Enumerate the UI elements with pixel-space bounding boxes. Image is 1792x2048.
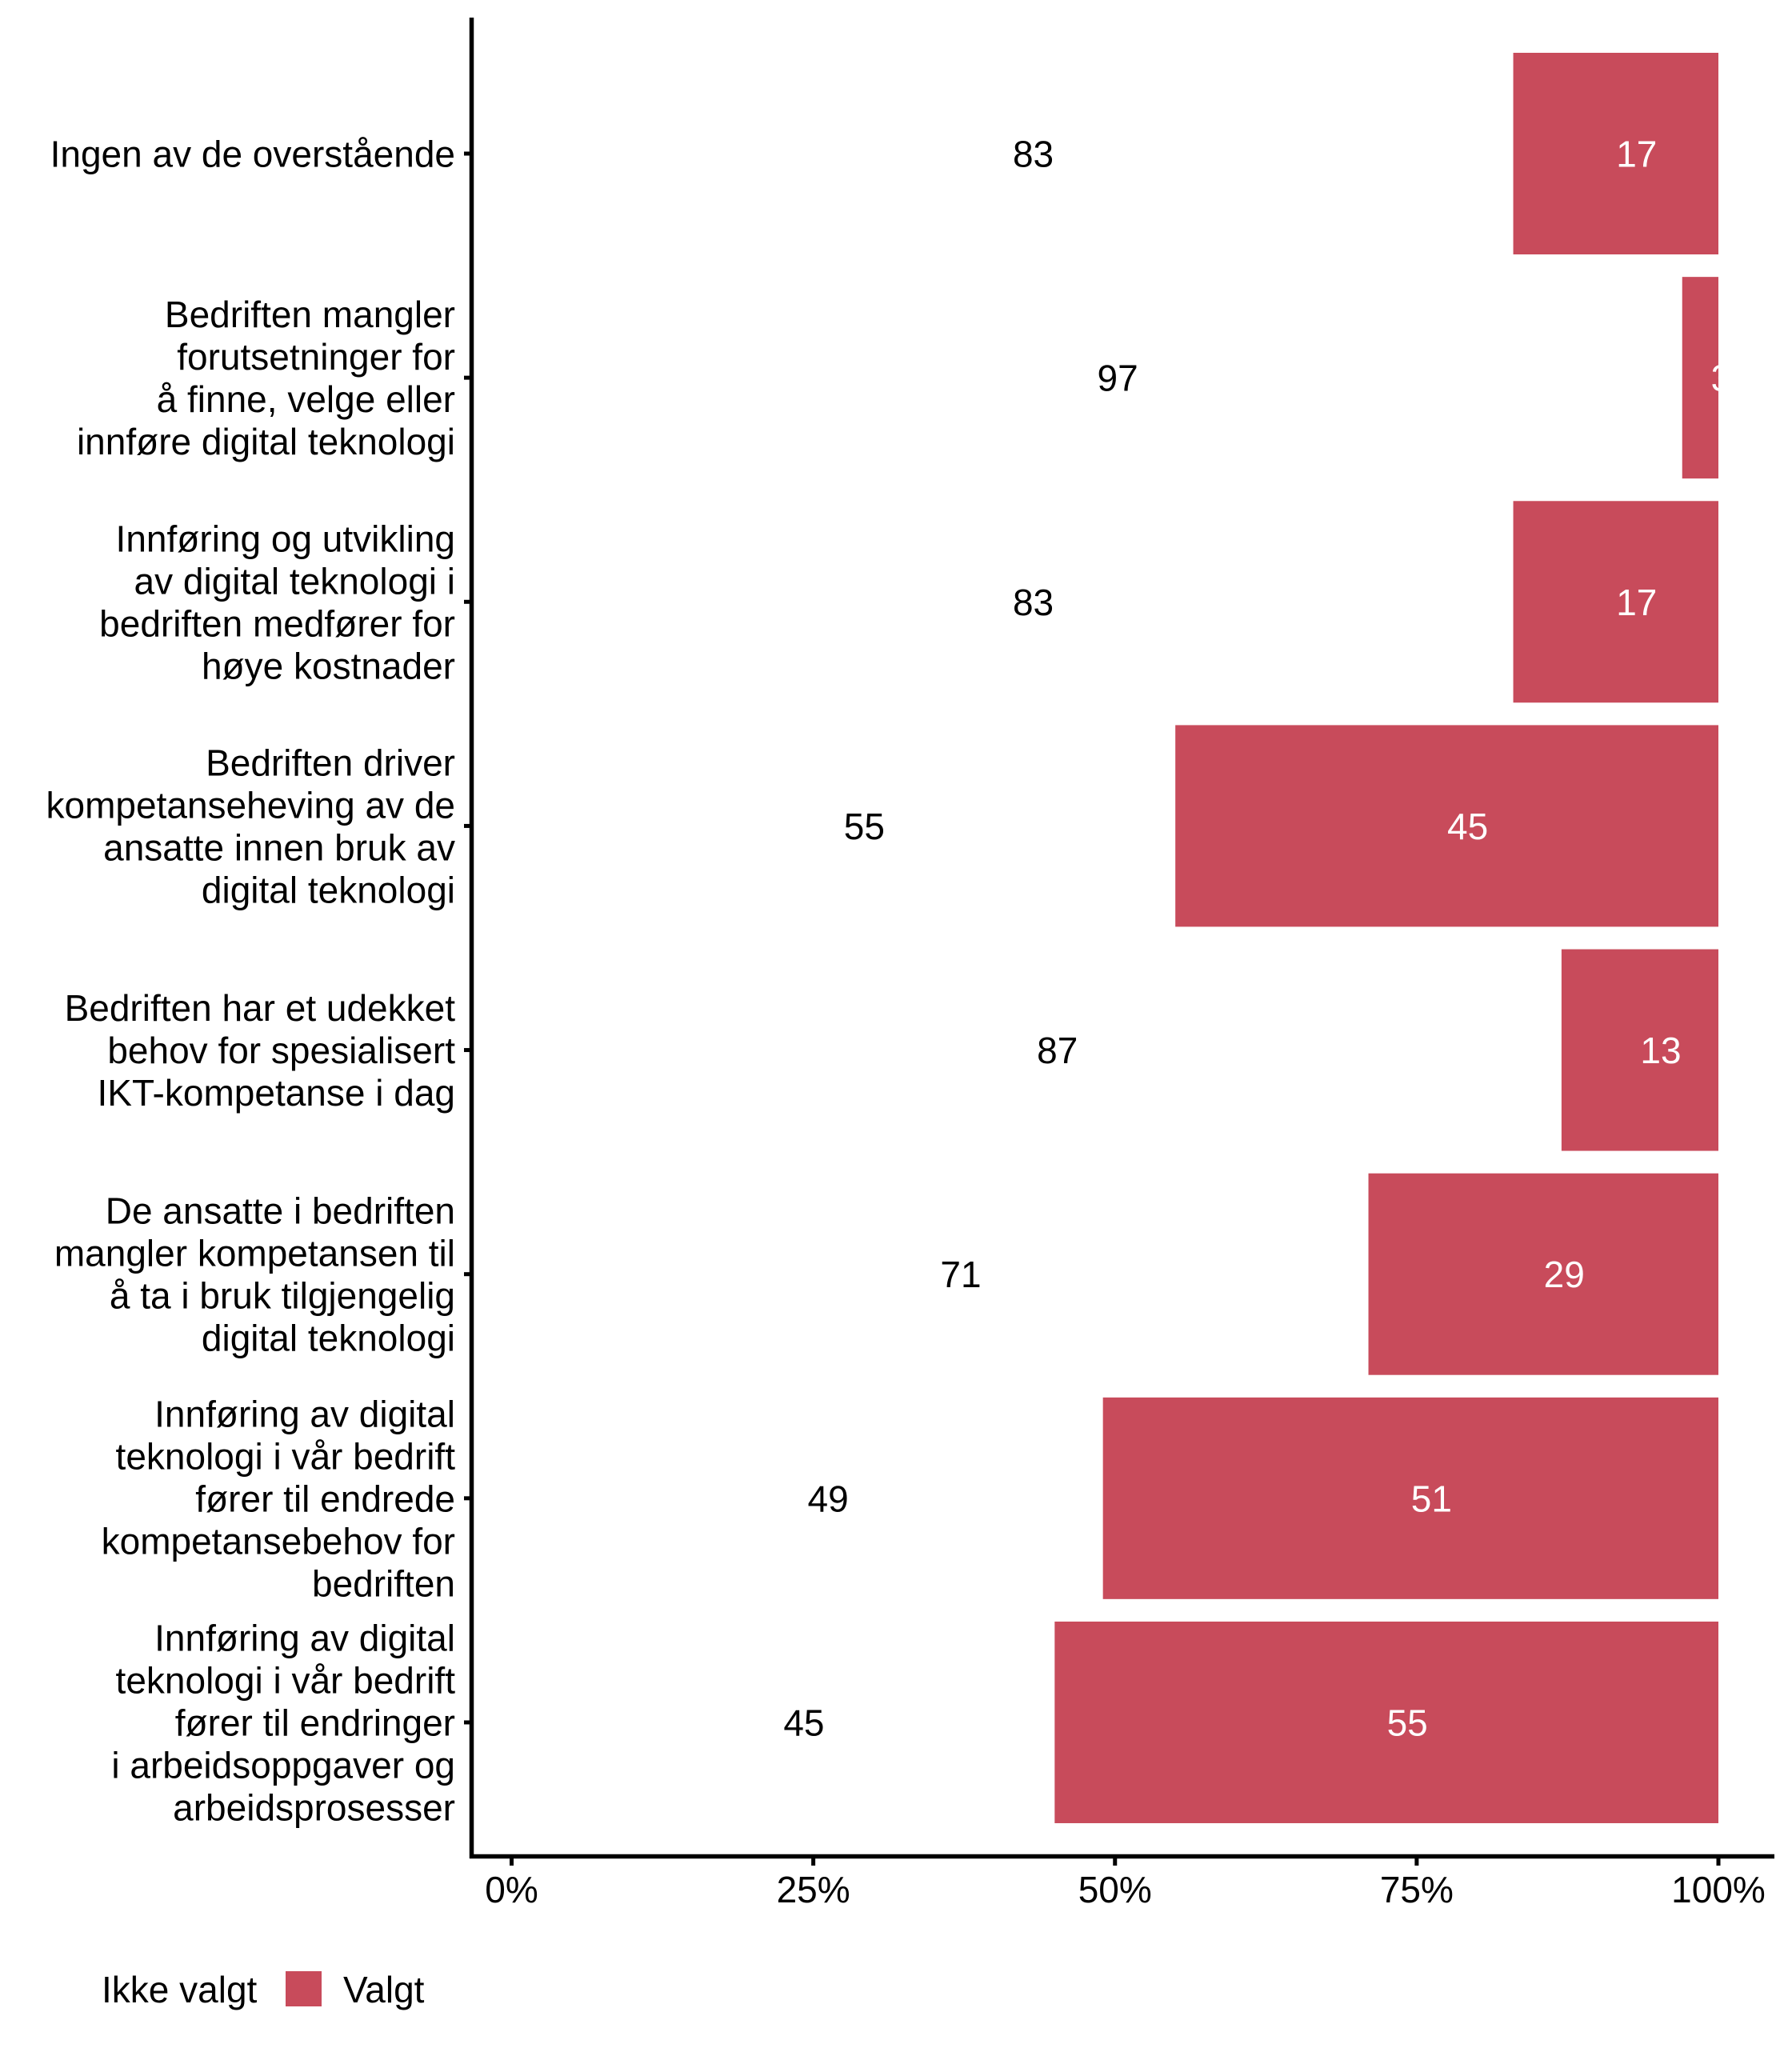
legend: Ikke valgt Valgt — [102, 1969, 425, 2010]
category-label-line: fører til endrede — [195, 1478, 455, 1519]
category-label-line: De ansatte i bedriften — [106, 1190, 455, 1232]
category-label-line: bedriften — [312, 1562, 455, 1604]
category-label-line: å finne, velge eller — [157, 378, 455, 420]
value-label-valgt: 17 — [1616, 134, 1657, 175]
category-label-line: kompetansebehov for — [102, 1520, 455, 1562]
x-tick-label: 25% — [777, 1869, 850, 1910]
value-label-ikke-valgt: 71 — [940, 1254, 981, 1295]
category-label-line: Bedriften driver — [206, 742, 455, 783]
bar-valgt — [1175, 725, 1718, 927]
category-label: Innføring og utvikling av digital teknolo… — [99, 518, 455, 686]
category-label-line: teknologi i vår bedrift — [116, 1659, 456, 1701]
bar-ikke-valgt — [511, 277, 1682, 479]
category-label: Ingen av de overstående — [50, 134, 455, 175]
bar-ikke-valgt — [511, 1621, 1055, 1823]
bar-ikke-valgt — [511, 501, 1514, 703]
bar-valgt — [1561, 949, 1718, 1151]
category-label-line: ansatte innen bruk av — [103, 826, 455, 868]
value-label-ikke-valgt: 83 — [1013, 582, 1054, 623]
value-label-valgt: 55 — [1387, 1702, 1428, 1743]
x-tick-label: 50% — [1078, 1869, 1152, 1910]
bars-layer — [511, 53, 1718, 1823]
bar-ikke-valgt — [511, 1173, 1369, 1375]
bar-ikke-valgt — [511, 949, 1562, 1151]
category-label-line: Innføring og utvikling — [116, 518, 455, 559]
category-label-line: digital teknologi — [202, 869, 455, 910]
category-label-line: digital teknologi — [202, 1318, 455, 1359]
category-label-line: Ingen av de overstående — [50, 134, 455, 175]
value-label-valgt: 13 — [1640, 1030, 1681, 1071]
category-label: Bedriften har et udekket behov for spesia… — [65, 987, 456, 1114]
category-label: Bedriften mangler forutsetninger for å fin… — [77, 294, 455, 462]
category-label-line: fører til endringer — [175, 1702, 455, 1743]
bar-valgt — [1682, 277, 1718, 479]
category-label: Innføring av digital teknologi i vår bedr… — [111, 1617, 455, 1828]
value-label-valgt: 29 — [1544, 1254, 1585, 1295]
bar-valgt — [1368, 1173, 1718, 1375]
x-tick-label: 100% — [1671, 1869, 1766, 1910]
bar-ikke-valgt — [511, 1397, 1103, 1599]
category-label-line: behov for spesialisert — [107, 1030, 455, 1071]
category-label-line: IKT-kompetanse i dag — [98, 1072, 455, 1114]
value-label-ikke-valgt: 83 — [1013, 134, 1054, 175]
category-label-line: Innføring av digital — [154, 1393, 455, 1434]
category-label-line: teknologi i vår bedrift — [116, 1435, 456, 1477]
value-label-ikke-valgt: 55 — [844, 806, 885, 847]
category-label-line: å ta i bruk tilgjengelig — [110, 1275, 455, 1317]
x-axis-ticks — [510, 1856, 1721, 1866]
category-label-line: kompetanseheving av de — [46, 784, 455, 826]
category-label: Bedriften driver kompetanseheving av de an… — [46, 742, 455, 910]
value-label-valgt: 3 — [1711, 358, 1732, 399]
legend-label-valgt: Valgt — [343, 1969, 425, 2010]
value-label-ikke-valgt: 45 — [783, 1702, 824, 1743]
bar-valgt — [1102, 1397, 1718, 1599]
category-label-line: bedriften medfører for — [99, 602, 455, 644]
value-label-ikke-valgt: 49 — [807, 1478, 848, 1519]
category-label-line: mangler kompetansen til — [54, 1233, 455, 1274]
bar-valgt — [1513, 53, 1718, 254]
category-label-line: av digital teknologi i — [134, 560, 455, 602]
category-label-line: i arbeidsoppgaver og — [111, 1744, 455, 1786]
value-label-valgt: 45 — [1447, 806, 1488, 847]
category-label: Innføring av digital teknologi i vår bedr… — [102, 1393, 456, 1604]
value-label-valgt: 51 — [1411, 1478, 1452, 1519]
bar-ikke-valgt — [511, 725, 1176, 927]
x-tick-label: 0% — [485, 1869, 538, 1910]
y-axis-ticks — [464, 151, 472, 1725]
category-label-line: innføre digital teknologi — [77, 421, 455, 462]
legend-label-ikke-valgt: Ikke valgt — [102, 1969, 258, 2010]
legend-key-valgt — [286, 1971, 322, 2006]
x-tick-label: 75% — [1380, 1869, 1454, 1910]
value-label-ikke-valgt: 87 — [1037, 1030, 1078, 1071]
x-axis-labels: 0% 25% 50% 75% 100% — [485, 1869, 1766, 1910]
category-label-line: arbeidsprosesser — [173, 1786, 455, 1828]
y-axis-labels: Ingen av de overstående Bedriften mangler… — [46, 134, 456, 1829]
bar-ikke-valgt — [511, 53, 1514, 254]
category-label: De ansatte i bedriften mangler kompetanse… — [54, 1190, 455, 1359]
category-label-line: Innføring av digital — [154, 1617, 455, 1658]
category-label-line: Bedriften mangler — [165, 294, 455, 335]
category-label-line: høye kostnader — [202, 645, 455, 686]
value-labels-layer: 83 17 97 3 83 17 55 45 87 13 71 29 49 51 45 55 — [783, 134, 1731, 1744]
bar-valgt — [1513, 501, 1718, 703]
value-label-ikke-valgt: 97 — [1098, 358, 1138, 399]
category-label-line: forutsetninger for — [177, 336, 455, 378]
bar-valgt — [1054, 1621, 1718, 1823]
value-label-valgt: 17 — [1616, 582, 1657, 623]
category-label-line: Bedriften har et udekket — [65, 987, 456, 1029]
